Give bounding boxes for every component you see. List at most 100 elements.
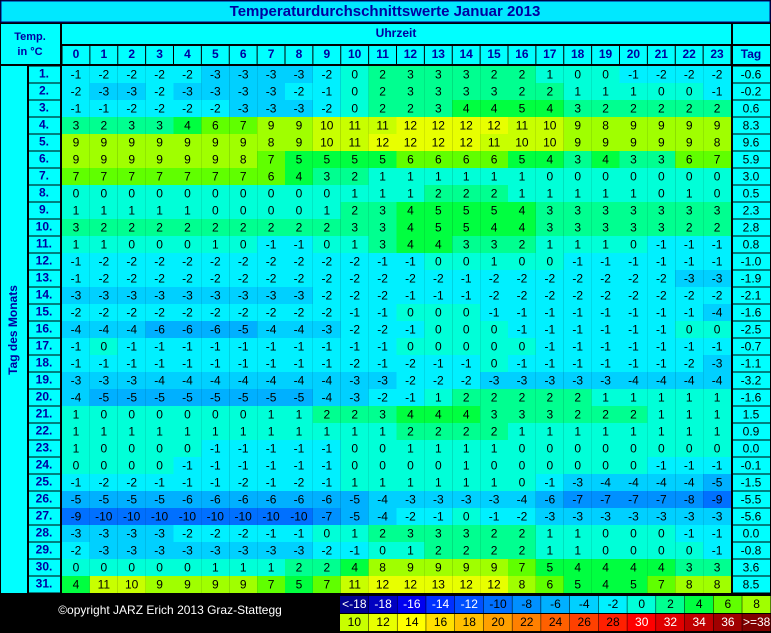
- temp-value: -9: [71, 510, 82, 524]
- temp-cell: [619, 457, 648, 474]
- temp-value: -2: [405, 272, 416, 286]
- temp-value: -4: [182, 374, 193, 388]
- temp-value: 6: [268, 170, 275, 184]
- temp-cell: [173, 236, 202, 253]
- temp-cell: [173, 372, 202, 389]
- temp-value: 0: [184, 442, 191, 456]
- temp-cell: [675, 423, 704, 440]
- temp-cell: [285, 321, 313, 338]
- temp-cell: [368, 406, 397, 423]
- temp-cell: [535, 491, 564, 508]
- legend-label: 20: [491, 615, 505, 629]
- temp-cell: [591, 253, 620, 270]
- temp-value: -1: [433, 289, 444, 303]
- temp-cell: [89, 576, 118, 593]
- temp-value: 1: [212, 561, 219, 575]
- temp-cell: [452, 304, 481, 321]
- temp-value: 2: [351, 204, 358, 218]
- temp-cell: [340, 474, 369, 491]
- temp-value: 9: [73, 136, 80, 150]
- temp-value: -6: [154, 323, 165, 337]
- temp-cell: [563, 406, 592, 423]
- hour-cell: [675, 46, 703, 64]
- temp-value: 9: [602, 136, 609, 150]
- temp-value: 0: [73, 561, 80, 575]
- temp-cell: [201, 457, 230, 474]
- day-label: 8.: [39, 186, 49, 200]
- temp-value: 1: [351, 476, 358, 490]
- temp-cell: [675, 355, 704, 372]
- temp-value: -3: [433, 493, 444, 507]
- temp-value: 3: [546, 408, 553, 422]
- temp-value: 0: [323, 238, 330, 252]
- temp-value: -6: [544, 493, 555, 507]
- temp-value: 0: [351, 459, 358, 473]
- temp-value: 4: [435, 238, 442, 252]
- temp-value: 0: [379, 544, 386, 558]
- temp-value: -10: [235, 510, 253, 524]
- temp-value: -2: [656, 272, 667, 286]
- temp-value: 0: [100, 187, 107, 201]
- temp-cell: [396, 236, 425, 253]
- temp-value: -2: [712, 68, 723, 82]
- temp-value: 1: [351, 238, 358, 252]
- temp-cell: [201, 491, 230, 508]
- temp-value: 3: [379, 238, 386, 252]
- temp-cell: [229, 355, 258, 372]
- temp-value: 12: [460, 136, 474, 150]
- temp-cell: [145, 372, 174, 389]
- temp-cell: [89, 559, 118, 576]
- temp-cell: [173, 83, 202, 100]
- temp-value: -3: [238, 289, 249, 303]
- temp-cell: [703, 270, 731, 287]
- temp-value: 1: [435, 391, 442, 405]
- legend-swatch: [397, 614, 426, 631]
- temp-value: 12: [376, 136, 390, 150]
- temp-cell: [229, 542, 258, 559]
- temp-value: 4: [546, 153, 553, 167]
- temp-cell: [563, 491, 592, 508]
- temp-value: -1: [294, 527, 305, 541]
- temp-value: -2: [349, 272, 360, 286]
- temp-cell: [647, 576, 676, 593]
- temp-value: 2: [686, 102, 693, 116]
- legend-swatch: [368, 596, 397, 613]
- temp-cell: [424, 253, 453, 270]
- temp-cell: [480, 491, 508, 508]
- temp-cell: [117, 202, 146, 219]
- temp-cell: [145, 185, 174, 202]
- temp-cell: [89, 321, 118, 338]
- temp-value: -2: [489, 289, 500, 303]
- temp-value: 8: [602, 119, 609, 133]
- temp-value: -3: [210, 68, 221, 82]
- temp-value: -2: [405, 374, 416, 388]
- temp-cell: [480, 576, 508, 593]
- temp-value: 1: [128, 204, 135, 218]
- tag-cell: [733, 185, 770, 202]
- temp-value: -2: [238, 306, 249, 320]
- temp-value: -2: [182, 255, 193, 269]
- temp-value: -1: [71, 102, 82, 116]
- temp-cell: [173, 151, 202, 168]
- temp-cell: [173, 270, 202, 287]
- temp-value: 1: [546, 238, 553, 252]
- temp-cell: [62, 542, 90, 559]
- temp-cell: [173, 423, 202, 440]
- temp-value: -3: [294, 544, 305, 558]
- temp-value: 0: [156, 408, 163, 422]
- temp-cell: [145, 168, 174, 185]
- temp-value: -1: [405, 255, 416, 269]
- temp-cell: [424, 202, 453, 219]
- day-label: 26.: [36, 492, 53, 506]
- temp-value: -1: [321, 476, 332, 490]
- tag-cell: [733, 457, 770, 474]
- temp-cell: [675, 474, 704, 491]
- temp-cell: [396, 576, 425, 593]
- temp-cell: [424, 100, 453, 117]
- temp-cell: [62, 270, 90, 287]
- temp-value: 9: [128, 153, 135, 167]
- temp-value: 2: [658, 102, 665, 116]
- hour-label: 21: [655, 47, 669, 61]
- temp-value: -3: [628, 510, 639, 524]
- temp-value: 2: [491, 68, 498, 82]
